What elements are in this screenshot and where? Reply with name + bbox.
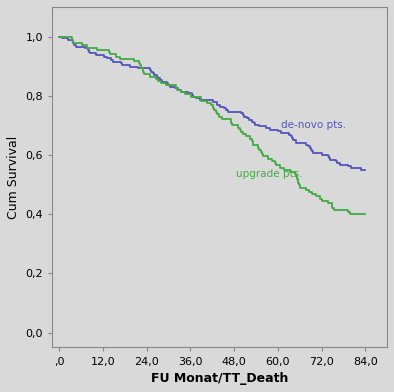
Text: de-novo pts.: de-novo pts.: [281, 120, 347, 131]
Text: upgrade pts.: upgrade pts.: [236, 169, 303, 179]
X-axis label: FU Monat/TT_Death: FU Monat/TT_Death: [151, 372, 288, 385]
Y-axis label: Cum Survival: Cum Survival: [7, 136, 20, 219]
